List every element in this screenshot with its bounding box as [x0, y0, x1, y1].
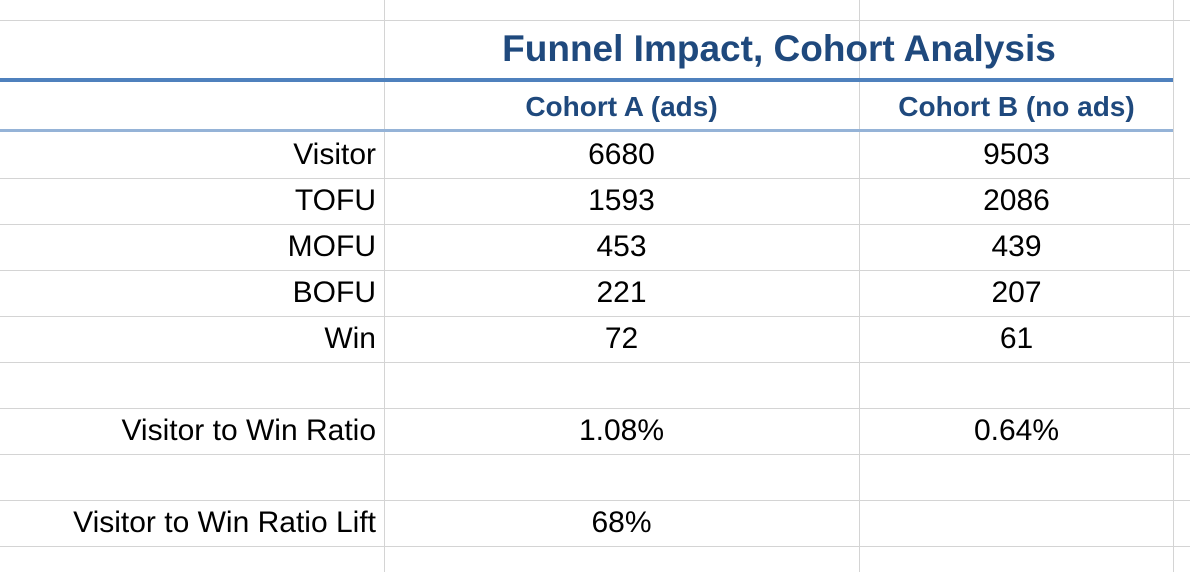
cell-empty-cohort-b[interactable] [859, 362, 1174, 408]
row-divider [0, 546, 1190, 547]
cell-win-cohort-a[interactable]: 72 [604, 322, 639, 355]
cell-bofu-cohort-b[interactable]: 207 [991, 276, 1042, 309]
row-label-visitor-to-win-ratio-lift[interactable]: Visitor to Win Ratio Lift [73, 506, 376, 539]
row-divider [0, 454, 1190, 455]
column-divider [859, 0, 860, 572]
column-divider [1173, 0, 1174, 572]
row-divider [0, 500, 1190, 501]
header-underline [0, 129, 1173, 132]
title-underline [0, 78, 1173, 82]
cell-tofu-cohort-a[interactable]: 1593 [588, 184, 655, 217]
row-label-visitor[interactable]: Visitor [293, 138, 376, 171]
cell-empty-cohort-a[interactable] [384, 362, 859, 408]
cell-ratio-cohort-b[interactable]: 0.64% [973, 414, 1060, 447]
sheet-title[interactable]: Funnel Impact, Cohort Analysis [502, 28, 1056, 69]
cell-mofu-cohort-b[interactable]: 439 [991, 230, 1042, 263]
cell-empty-cohort-a[interactable] [384, 454, 859, 500]
row-label-visitor-to-win-ratio[interactable]: Visitor to Win Ratio [121, 414, 376, 447]
cell-visitor-cohort-a[interactable]: 6680 [588, 138, 655, 171]
row-divider [0, 316, 1190, 317]
row-label-bofu[interactable]: BOFU [292, 276, 376, 309]
cell-mofu-cohort-a[interactable]: 453 [596, 230, 647, 263]
row-label-tofu[interactable]: TOFU [294, 184, 376, 217]
row-label-empty[interactable] [0, 454, 384, 500]
row-label-mofu[interactable]: MOFU [287, 230, 376, 263]
cell-tofu-cohort-b[interactable]: 2086 [983, 184, 1050, 217]
row-divider [0, 362, 1190, 363]
cell-ratio-cohort-a[interactable]: 1.08% [578, 414, 665, 447]
column-header-cohort-a[interactable]: Cohort A (ads) [525, 91, 718, 122]
row-divider [0, 270, 1190, 271]
cell-empty-cohort-b[interactable] [859, 454, 1174, 500]
row-label-win[interactable]: Win [324, 322, 376, 355]
row-divider [0, 408, 1190, 409]
cell-ratio-lift-cohort-a[interactable]: 68% [591, 506, 652, 539]
row-divider [0, 224, 1190, 225]
cell-visitor-cohort-b[interactable]: 9503 [983, 138, 1050, 171]
column-divider [384, 0, 385, 572]
column-header-cohort-b[interactable]: Cohort B (no ads) [898, 91, 1135, 122]
cell-ratio-lift-cohort-b[interactable] [859, 500, 1174, 546]
cell-bofu-cohort-a[interactable]: 221 [596, 276, 647, 309]
row-label-empty[interactable] [0, 362, 384, 408]
row-divider [0, 178, 1190, 179]
cell-win-cohort-b[interactable]: 61 [999, 322, 1034, 355]
row-divider [0, 20, 1190, 21]
